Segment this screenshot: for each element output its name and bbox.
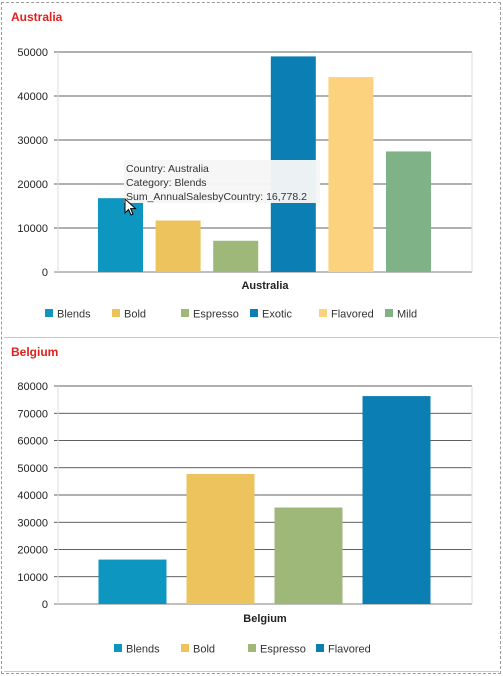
legend-swatch [316,644,324,652]
y-tick-label: 20000 [17,179,48,191]
mouse-pointer-icon [124,198,137,216]
bar-bold[interactable] [155,220,201,272]
bar-tooltip: Country: Australia Category: Blends Sum_… [124,160,320,203]
y-tick-label: 10000 [17,572,48,584]
tooltip-country: Country: Australia [126,163,209,175]
y-tick-label: 70000 [17,408,48,420]
legend-item-flavored[interactable]: Flavored [331,309,374,321]
panel-divider [4,337,499,338]
bar-flavored[interactable] [328,77,374,272]
tooltip-value: Sum_AnnualSalesbyCountry: 16,778.2 [126,191,307,203]
y-tick-label: 10000 [17,223,48,235]
y-tick-label: 50000 [17,47,48,59]
legend-item-espresso[interactable]: Espresso [260,644,306,656]
y-tick-label: 60000 [17,436,48,448]
y-tick-label: 50000 [17,463,48,475]
x-axis-label: Belgium [243,613,287,625]
bar-flavored[interactable] [362,396,431,604]
bar-blends[interactable] [98,198,143,272]
y-tick-label: 0 [42,599,48,611]
bar-blends[interactable] [98,559,167,604]
legend-item-blends[interactable]: Blends [57,309,91,321]
y-tick-label: 30000 [17,517,48,529]
legend-swatch [114,644,122,652]
x-axis-label: Australia [241,280,289,292]
y-tick-label: 0 [42,267,48,279]
legend-swatch [250,309,258,317]
legend-item-mild[interactable]: Mild [397,309,417,321]
legend-item-flavored[interactable]: Flavored [328,644,371,656]
legend-item-exotic[interactable]: Exotic [262,309,292,321]
legend-swatch [319,309,327,317]
legend-swatch [112,309,120,317]
legend-swatch [181,644,189,652]
panel-title-belgium: Belgium [11,345,59,359]
y-tick-label: 80000 [17,381,48,393]
panel-bottom-line [4,671,499,672]
panel-title-australia: Australia [11,10,63,24]
legend-item-bold[interactable]: Bold [193,644,215,656]
chart-belgium: 0 10000 20000 30000 40000 50000 60000 70000 8000… [17,381,473,656]
legend-swatch [385,309,393,317]
legend-swatch [248,644,256,652]
bar-espresso[interactable] [213,240,259,272]
y-tick-label: 30000 [17,135,48,147]
y-tick-label: 40000 [17,91,48,103]
legend-swatch [181,309,189,317]
y-tick-label: 20000 [17,545,48,557]
bar-bold[interactable] [186,474,255,604]
bar-espresso[interactable] [274,507,343,604]
y-tick-label: 40000 [17,490,48,502]
legend-item-bold[interactable]: Bold [124,309,146,321]
legend-item-blends[interactable]: Blends [126,644,160,656]
legend-swatch [45,309,53,317]
tooltip-category: Category: Blends [126,177,207,189]
bar-mild[interactable] [386,151,431,272]
legend-item-espresso[interactable]: Espresso [193,309,239,321]
